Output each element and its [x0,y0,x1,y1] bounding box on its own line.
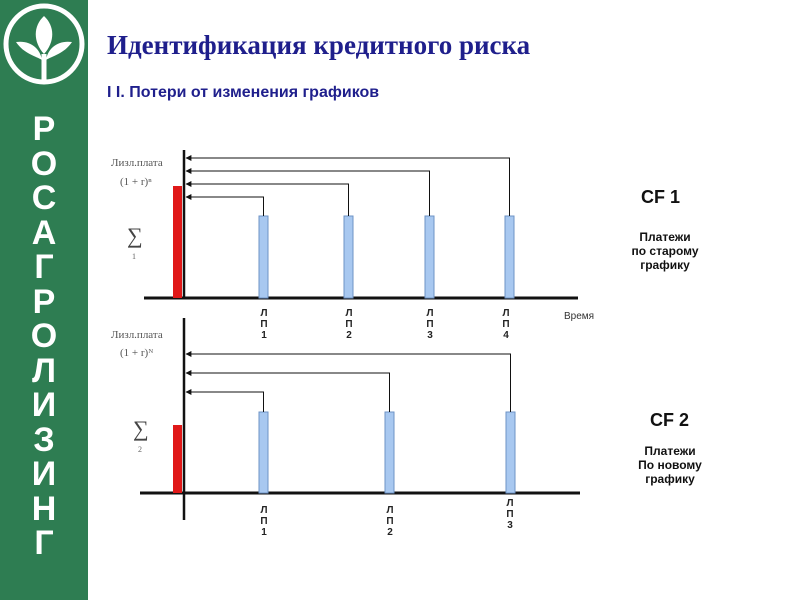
cf2-discount-arrow-3 [185,351,511,412]
cf1-discount-arrow-2 [185,181,349,216]
page-subtitle: I I. Потери от изменения графиков [107,84,380,101]
brand-letter: Р [32,282,56,321]
brand-letter: О [30,144,58,183]
cf1-discount-arrow-4 [185,155,510,216]
brand-letter: Н [31,489,57,528]
cf1-payment-bar-2 [343,215,354,299]
cf2-discount-arrow-2 [185,370,390,412]
cf1-description-line: по старому [631,244,699,258]
cf1-payment-bar-3 [424,215,435,299]
cf1-sigma-subscript: 1 [132,252,136,261]
cf1-discount-arrow-1 [185,194,264,216]
cf2-formula-denominator: (1 + r)ᴺ [120,347,154,359]
cf2-formula-numerator: Лизл.плата [111,329,163,341]
brand-letter: И [31,455,57,493]
cf2-payment-bar-1 [258,411,269,494]
brand-letter: А [31,213,57,252]
cf2-sigma-icon: ∑ [133,416,149,441]
cf2-description-line: графику [645,472,695,486]
brand-letter: И [31,386,57,424]
brand-letter: З [33,420,55,459]
cf1-description-line: Платежи [639,230,691,244]
cf2-discount-arrow-1 [185,389,264,412]
cf2-payment-bar-3 [505,411,516,494]
cf1-payment-bar-4 [504,215,515,299]
cf2-description: Платежи По новому графику [620,444,720,486]
brand-letter: Р [32,110,56,148]
cf2-payment-bar-2 [384,411,395,494]
cf1-description: Платежи по старому графику [615,230,715,272]
cf2-timeline [140,318,580,520]
cf2-title: CF 2 [650,410,690,430]
cf1-formula-numerator: Лизл.плата [111,157,163,169]
cf1-timeline [144,150,578,300]
brand-letter: С [31,179,57,217]
brand-letter: Г [34,524,54,562]
rosagroleasing-logo-icon [3,3,85,85]
cf2-initial-bar [173,425,182,493]
page-title: Идентификация кредитного риска [107,30,531,60]
cf1-discount-arrow-3 [185,168,430,216]
cf1-title: CF 1 [641,187,681,207]
brand-name-vertical: Р О С А Г Р О Л И З И Н Г [0,112,88,561]
sidebar: Р О С А Г Р О Л И З И Н Г [0,0,88,600]
cf2-sigma-subscript: 2 [138,445,142,454]
cf1-formula-denominator: (1 + r)ⁿ [120,176,152,188]
cf2-description-line: Платежи [644,444,696,458]
cf2-description-line: По новому [638,458,702,472]
time-axis-label: Время [564,311,595,322]
cf1-sigma-icon: ∑ [127,223,143,248]
brand-letter: О [30,317,58,355]
cf1-initial-bar [173,186,182,298]
brand-letter: Л [32,351,56,390]
brand-letter: Г [34,248,54,286]
cf1-payment-bar-1 [258,215,269,299]
cf1-description-line: графику [640,258,690,272]
